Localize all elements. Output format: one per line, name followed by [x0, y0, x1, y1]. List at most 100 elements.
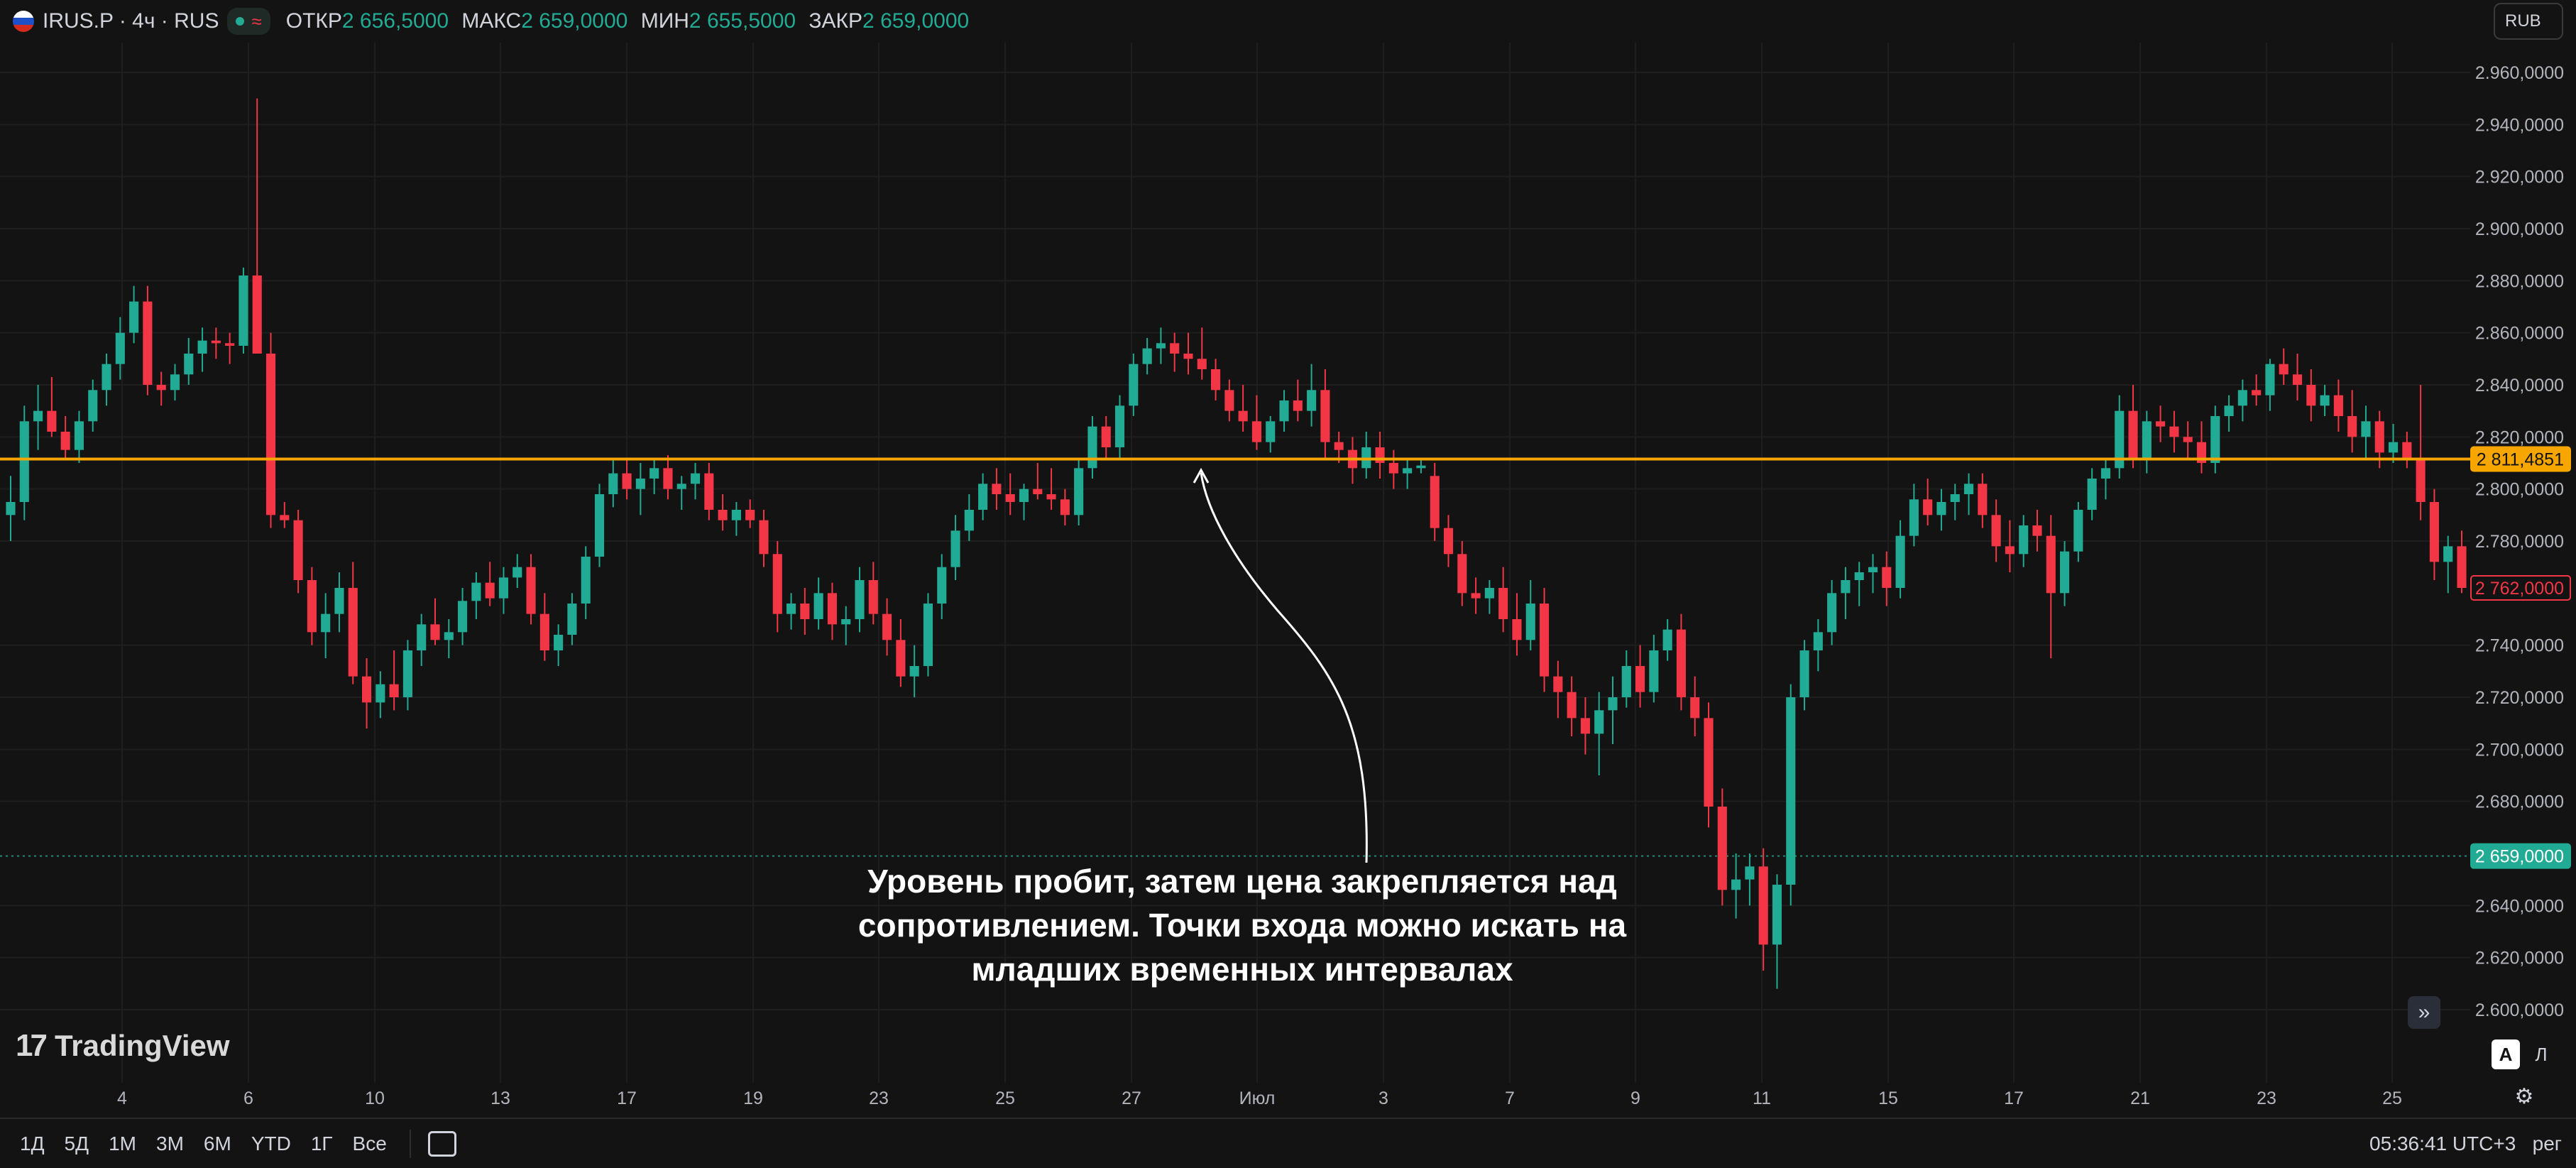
candle-body	[1375, 447, 1385, 463]
candle-body	[2073, 510, 2083, 552]
candle-body	[88, 390, 98, 422]
candle-body	[1936, 502, 1946, 515]
candle-body	[417, 624, 427, 650]
ohlc-values: ОТКР2 656,5000 МАКС2 659,0000 МИН2 655,5…	[279, 9, 969, 33]
candle-body	[156, 385, 166, 391]
market-open-dot-icon	[236, 17, 245, 26]
candle-body	[129, 301, 139, 333]
candle-body	[2402, 442, 2412, 458]
market-status-pill[interactable]: ≈	[227, 8, 270, 35]
candle-body	[1238, 410, 1248, 422]
candle-body	[978, 484, 988, 510]
candle-body	[1786, 697, 1796, 885]
low-value: 2 655,5000	[689, 9, 796, 33]
timeframe-5d[interactable]: 5Д	[64, 1132, 89, 1155]
annotation-arrow	[1200, 472, 1368, 863]
candle-body	[6, 502, 16, 515]
candle-body	[1745, 866, 1755, 880]
tradingview-watermark: 17 TradingView	[16, 1028, 230, 1064]
candle-body	[1416, 465, 1426, 469]
candle-body	[868, 580, 878, 614]
close-value: 2 659,0000	[862, 9, 970, 33]
candle-body	[2224, 405, 2234, 416]
low-label: МИН	[640, 9, 689, 33]
symbol-title[interactable]: IRUS.P · 4ч · RUS	[43, 9, 219, 33]
candle-body	[731, 510, 741, 520]
timeframe-1d[interactable]: 1Д	[20, 1132, 45, 1155]
candle-body	[2100, 468, 2111, 479]
candle-body	[1142, 348, 1152, 364]
candle-body	[1772, 885, 1782, 945]
candle-body	[1170, 343, 1180, 354]
candle-body	[376, 684, 385, 703]
candle-body	[813, 593, 823, 619]
candle-body	[539, 613, 549, 650]
candle-body	[1388, 463, 1398, 474]
annotation-arrowhead	[1193, 467, 1210, 484]
clock-and-session[interactable]: 05:36:41 UTC+3 рег	[2369, 1132, 2562, 1155]
candle-body	[1717, 807, 1727, 890]
timeframe-3m[interactable]: 3М	[156, 1132, 184, 1155]
close-label: ЗАКР	[809, 9, 863, 33]
candle-body	[2115, 410, 2125, 469]
annotation-line-3: младших временных интервалах	[971, 951, 1513, 988]
candle-body	[1608, 697, 1618, 711]
last-price-badge-box	[2470, 575, 2571, 601]
open-label: ОТКР	[285, 9, 342, 33]
price-axis-background	[2470, 0, 2576, 1083]
x-tick-label: 6	[243, 1088, 253, 1108]
session-label: рег	[2532, 1132, 2562, 1155]
candle-body	[1266, 421, 1276, 442]
candle-body	[2320, 395, 2330, 406]
currency-button[interactable]: RUB	[2494, 3, 2563, 40]
candle-body	[1827, 593, 1837, 633]
candle-body	[1950, 494, 1960, 502]
candle-body	[2169, 426, 2179, 437]
candle-body	[2142, 421, 2152, 458]
x-tick-label: 17	[617, 1088, 637, 1108]
calendar-range-icon[interactable]	[427, 1130, 456, 1157]
candle-body	[855, 580, 865, 619]
candle-body	[2183, 437, 2193, 442]
candle-body	[992, 484, 1002, 494]
candle-body	[896, 640, 906, 677]
auto-scale-button[interactable]: A	[2492, 1039, 2520, 1069]
candle-body	[170, 374, 180, 391]
watermark-text: TradingView	[54, 1029, 230, 1062]
timeframe-1m[interactable]: 1М	[109, 1132, 136, 1155]
candle-body	[1471, 593, 1481, 599]
timeframe-ytd[interactable]: YTD	[251, 1132, 291, 1155]
candle-body	[389, 684, 399, 697]
timeframe-1y[interactable]: 1Г	[310, 1132, 333, 1155]
log-scale-button[interactable]: Л	[2535, 1043, 2548, 1065]
candle-body	[1197, 359, 1207, 369]
candle-body	[704, 473, 714, 510]
candle-body	[197, 340, 207, 354]
candle-body	[2252, 390, 2262, 395]
candle-body	[1868, 567, 1878, 572]
candle-body	[1704, 718, 1714, 807]
scroll-to-realtime-button[interactable]: »	[2408, 996, 2440, 1029]
y-tick-label: 2.940,0000	[2475, 115, 2564, 135]
candle-body	[2032, 525, 2042, 536]
x-tick-label: 25	[995, 1088, 1015, 1108]
y-tick-label: 2.780,0000	[2475, 532, 2564, 552]
candle-body	[1101, 426, 1111, 447]
candle-body	[2019, 525, 2029, 555]
x-tick-label: 17	[2004, 1088, 2024, 1108]
settings-gear-icon[interactable]: ⚙	[2514, 1084, 2534, 1108]
y-tick-label: 2.960,0000	[2475, 63, 2564, 83]
y-tick-label: 2.680,0000	[2475, 792, 2564, 812]
timeframe-all[interactable]: Все	[352, 1132, 387, 1155]
x-tick-label: 19	[743, 1088, 763, 1108]
candle-body	[1567, 692, 1577, 719]
candle-body	[1690, 697, 1700, 719]
timeframe-6m[interactable]: 6М	[203, 1132, 231, 1155]
candle-body	[567, 604, 577, 635]
candle-body	[2457, 546, 2467, 588]
candle-body	[1649, 650, 1659, 692]
candle-body	[1662, 629, 1672, 650]
x-tick-label: 3	[1379, 1088, 1388, 1108]
candle-body	[800, 604, 810, 619]
